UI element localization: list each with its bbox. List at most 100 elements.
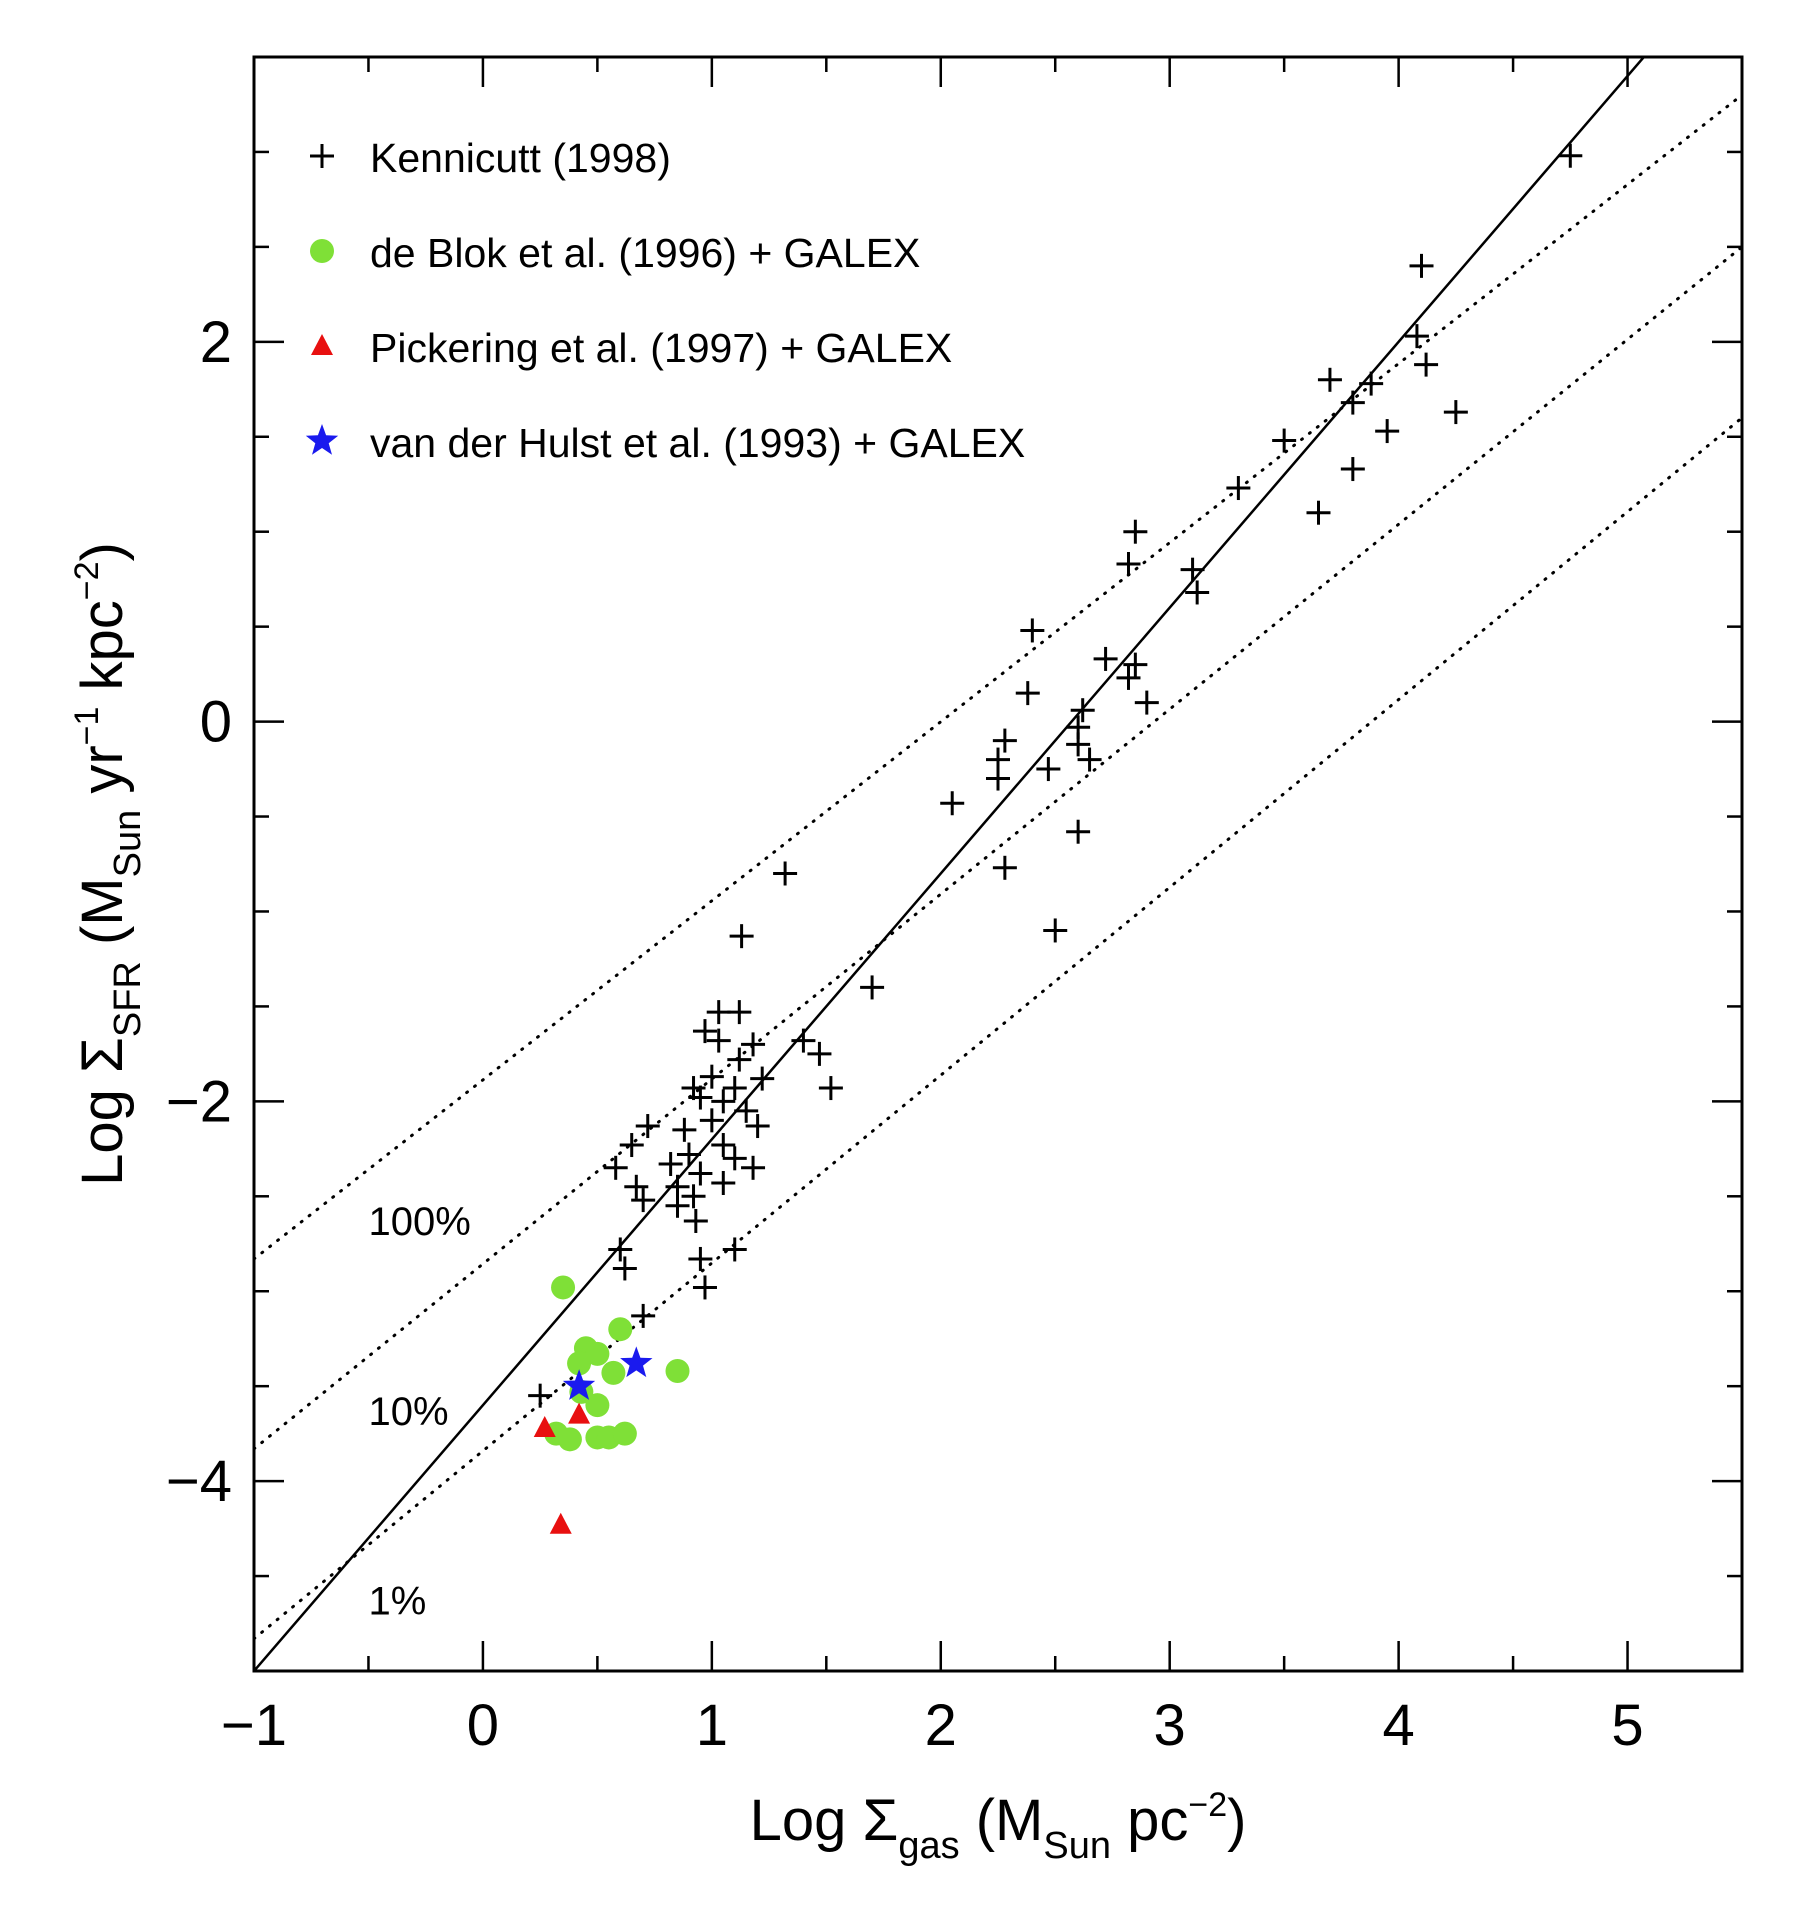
point-plus — [711, 1089, 736, 1114]
point-plus — [1409, 253, 1434, 278]
point-plus — [745, 1114, 770, 1139]
x-axis-label-prefix: Log Σ — [750, 1788, 899, 1853]
point-plus — [676, 1142, 701, 1167]
point-plus — [986, 766, 1010, 791]
legend-marker-star — [305, 424, 339, 455]
x-tick-label: 3 — [1154, 1693, 1186, 1758]
point-plus — [1043, 918, 1068, 943]
x-axis-label-unit-open: (M — [960, 1788, 1044, 1853]
point-plus — [734, 1098, 759, 1123]
point-triangle — [533, 1415, 556, 1437]
point-plus — [699, 1108, 724, 1133]
point-plus — [711, 1133, 736, 1158]
point-plus — [681, 1184, 706, 1209]
efficiency-annotations: 100% 10% 1% — [368, 1200, 470, 1624]
legend-marker-plus — [310, 144, 334, 168]
point-plus — [1317, 367, 1342, 392]
point-plus — [688, 1246, 713, 1271]
point-plus — [1123, 519, 1148, 544]
point-star — [620, 1346, 653, 1378]
x-axis-label-sub: gas — [898, 1825, 959, 1867]
legend: Kennicutt (1998) de Blok et al. (1996) + … — [305, 135, 1025, 466]
point-plus — [1077, 747, 1102, 772]
point-plus — [1116, 551, 1141, 576]
series-de-blok-et-al-1996-galex — [544, 1275, 690, 1452]
y-axis-label-unit-sub: Sun — [107, 810, 149, 878]
point-plus — [729, 924, 754, 949]
point-plus — [1093, 646, 1118, 671]
point-circle — [612, 1421, 637, 1446]
point-plus — [692, 1019, 717, 1044]
legend-marker-circle — [310, 239, 334, 263]
point-circle — [608, 1317, 633, 1342]
point-plus — [1226, 476, 1251, 501]
legend-label-kennicutt-1998: Kennicutt (1998) — [370, 135, 671, 181]
point-plus — [722, 1076, 747, 1101]
point-triangle — [568, 1402, 591, 1424]
point-plus — [727, 1047, 752, 1072]
point-plus — [1070, 698, 1095, 723]
point-plus — [619, 1133, 644, 1158]
legend-label-pickering-et-al-1997-galex: Pickering et al. (1997) + GALEX — [370, 325, 952, 371]
point-plus — [940, 791, 965, 816]
x-axis-label-unit-rest: pc — [1111, 1788, 1188, 1853]
point-plus — [624, 1174, 649, 1199]
point-plus — [1185, 580, 1210, 605]
x-tick-label: 5 — [1611, 1693, 1643, 1758]
point-plus — [1015, 681, 1040, 706]
x-axis-label-unit-sub: Sun — [1043, 1825, 1111, 1867]
line-efficiency-1 — [254, 416, 1742, 1641]
point-plus — [1306, 500, 1331, 525]
point-plus — [658, 1152, 683, 1177]
x-tick-label: 1 — [696, 1693, 728, 1758]
point-plus — [1414, 352, 1439, 377]
point-plus — [1558, 143, 1583, 168]
x-axis-label: Log Σgas (MSun pc−2) — [750, 1786, 1247, 1867]
y-axis-label-unit-open: (M — [70, 877, 135, 961]
point-plus — [1443, 400, 1468, 425]
point-plus — [741, 1155, 766, 1180]
x-tick-label: 0 — [467, 1693, 499, 1758]
x-tick-labels: −1 0 1 2 3 4 5 — [221, 1693, 1644, 1758]
legend-marker-triangle — [311, 334, 333, 355]
y-tick-label: −4 — [166, 1449, 232, 1514]
point-plus — [665, 1193, 690, 1218]
point-circle — [551, 1275, 576, 1300]
y-axis-label-prefix: Log Σ — [70, 1037, 135, 1186]
point-plus — [1359, 371, 1384, 396]
point-plus — [727, 1000, 752, 1025]
point-plus — [706, 1028, 731, 1053]
point-star — [562, 1369, 596, 1400]
point-plus — [1375, 419, 1400, 444]
annotation-100: 100% — [368, 1200, 470, 1244]
series-kennicutt-1998 — [528, 143, 1583, 1408]
y-axis-label-sup1: −1 — [68, 707, 106, 746]
point-plus — [1272, 428, 1297, 453]
point-plus — [1340, 457, 1365, 482]
y-axis-label-sub: SFR — [107, 961, 149, 1037]
point-plus — [688, 1085, 713, 1110]
point-plus — [1180, 557, 1205, 582]
y-axis-label-sup2: −2 — [68, 561, 106, 600]
point-circle — [557, 1427, 582, 1452]
y-axis-label-close: ) — [70, 542, 135, 561]
x-tick-label: −1 — [221, 1693, 287, 1758]
x-axis-label-sup: −2 — [1188, 1786, 1227, 1824]
point-plus — [818, 1076, 843, 1101]
y-axis-label-mid2: kpc — [70, 600, 135, 706]
point-plus — [631, 1303, 656, 1328]
point-plus — [1020, 618, 1045, 643]
y-axis-label-mid: yr — [70, 745, 135, 809]
plot-frame — [252, 55, 1744, 1673]
x-axis-label-close: ) — [1227, 1788, 1246, 1853]
point-plus — [1340, 390, 1365, 415]
annotation-1: 1% — [368, 1580, 426, 1624]
point-plus — [860, 975, 885, 1000]
point-plus — [791, 1028, 816, 1053]
series-van-der-hulst-et-al-1993-galex — [562, 1346, 653, 1400]
y-tick-label: 2 — [200, 310, 232, 375]
y-tick-label: 0 — [200, 690, 232, 755]
point-plus — [711, 1171, 736, 1196]
data-markers — [528, 143, 1583, 1534]
legend-label-van-der-hulst-et-al-1993-galex: van der Hulst et al. (1993) + GALEX — [370, 420, 1025, 466]
